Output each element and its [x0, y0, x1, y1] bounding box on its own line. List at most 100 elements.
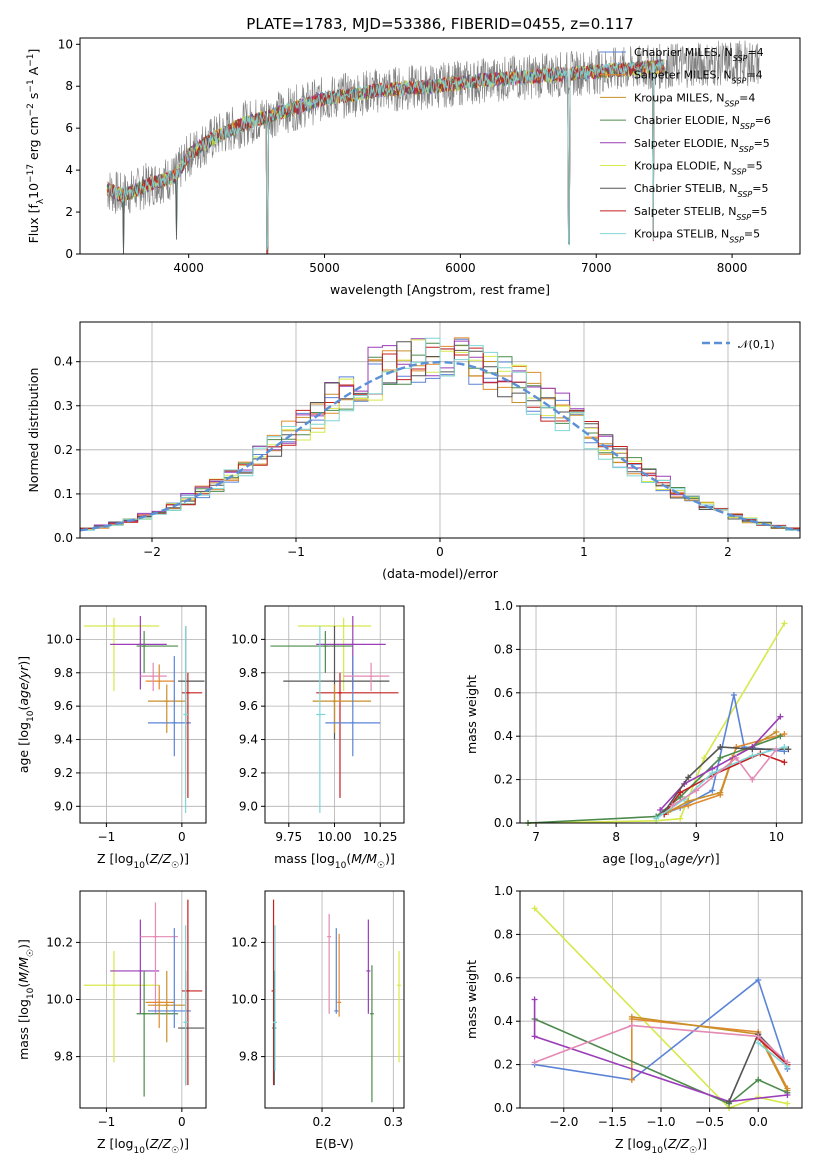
- label-part: −1: [26, 79, 36, 92]
- label-part: (: [665, 851, 670, 866]
- label-part: M/M: [351, 851, 377, 866]
- label-part: ☉: [171, 1146, 179, 1156]
- y-tick-label: 0.4: [494, 1014, 513, 1028]
- label-part: mass [log: [16, 999, 31, 1060]
- x-tick-label: 4000: [173, 261, 204, 275]
- axes-frame: [264, 890, 405, 1109]
- x-tick-label: 5000: [309, 261, 340, 275]
- label-part: 10: [26, 987, 36, 999]
- y-tick-label: 0.2: [54, 443, 73, 457]
- series-marker: [685, 774, 692, 781]
- legend-label-main: Salpeter MILES, N: [634, 69, 732, 82]
- legend-label-sub: SSP: [740, 122, 755, 131]
- label-part: mass weight: [464, 960, 479, 1039]
- series-marker: [685, 798, 692, 805]
- residuals-panel: −2 −1 0 1 2 0.0 0.1 0.2 0.3 0.4 𝒩(0,1) (data-model)…: [26, 321, 801, 581]
- ebv-mass-panel: 0.2 0.3 9.8 10.0 10.2 E(B-V): [231, 890, 405, 1151]
- label-part: )]: [16, 656, 31, 666]
- series-line-kroupa-elodie: [527, 622, 786, 824]
- legend-label-suffix: =6: [755, 114, 771, 127]
- series-marker: [628, 1076, 635, 1083]
- x-axis-label: E(B-V): [315, 1136, 354, 1151]
- label-part: )]: [16, 939, 31, 949]
- y-tick-label: 0.8: [494, 927, 513, 941]
- series-marker: [531, 905, 538, 912]
- label-part: (: [663, 1136, 668, 1151]
- y-tick-label: 0.0: [54, 531, 73, 545]
- y-axis-label: age [log10(age/yr)]: [16, 656, 36, 773]
- y-tick-label: 6: [65, 121, 73, 135]
- series-marker: [531, 1033, 538, 1040]
- x-tick-label: 0: [178, 830, 186, 844]
- legend-label: Salpeter STELIB, NSSP=5: [634, 205, 767, 222]
- x-tick-label: −1: [98, 830, 116, 844]
- series-marker: [531, 996, 538, 1003]
- series-marker: [749, 752, 756, 759]
- x-axis-label: mass [log10(M/M☉)]: [274, 851, 395, 871]
- label-part: age/yr: [670, 851, 711, 866]
- y-tick-label: 0.4: [54, 355, 73, 369]
- legend-label-sub: SSP: [724, 99, 739, 108]
- x-tick-label: 9: [692, 830, 700, 844]
- label-part: ☉: [377, 861, 385, 871]
- label-part: −2: [26, 103, 36, 116]
- series-marker: [717, 744, 724, 751]
- y-tick-label: 1.0: [494, 599, 513, 613]
- series-marker: [781, 759, 788, 766]
- x-tick-label: 1: [580, 545, 588, 559]
- axes-frame: [264, 605, 405, 824]
- model-line-kroupa-stelib: [106, 59, 665, 251]
- legend-label-main: Chabrier ELODIE, N: [634, 114, 740, 127]
- series-marker: [755, 976, 762, 983]
- legend-label-main: Chabrier STELIB, N: [634, 182, 738, 195]
- x-tick-label: 10.25: [363, 830, 397, 844]
- page-title: PLATE=1783, MJD=53386, FIBERID=0455, z=0…: [246, 15, 633, 33]
- axes-frame: [79, 890, 207, 1109]
- x-tick-label: 0: [178, 1115, 186, 1129]
- legend-label-suffix: =4: [739, 91, 755, 104]
- x-axis-label: wavelength [Angstrom, rest frame]: [330, 282, 550, 297]
- series-marker: [709, 770, 716, 777]
- series-line-kroupa-stelib: [757, 1042, 788, 1068]
- x-tick-label: −1: [98, 1115, 116, 1129]
- y-tick-label: 9.2: [54, 766, 73, 780]
- label-part: age [log: [602, 851, 653, 866]
- series-marker: [733, 754, 740, 761]
- y-tick-label: 9.8: [239, 1050, 258, 1064]
- series-marker: [657, 806, 664, 813]
- legend-label-main: Chabrier MILES, N: [634, 46, 733, 59]
- y-tick-label: 8: [65, 79, 73, 93]
- series-marker: [784, 1059, 791, 1066]
- x-tick-label: −1.5: [598, 1115, 627, 1129]
- legend-label-sub: SSP: [738, 190, 753, 199]
- legend-label: Kroupa ELODIE, NSSP=5: [634, 160, 763, 177]
- y-tick-label: 0.4: [494, 729, 513, 743]
- label-part: −1: [26, 54, 36, 67]
- label-part: Z [log: [97, 1136, 133, 1151]
- y-tick-label: 0.6: [494, 971, 513, 985]
- label-part: mass weight: [464, 675, 479, 754]
- label-part: ☉: [171, 861, 179, 871]
- legend-label: Salpeter ELODIE, NSSP=5: [634, 137, 770, 154]
- x-axis-label: (data-model)/error: [382, 566, 499, 581]
- series-marker: [773, 728, 780, 735]
- legend-label: Chabrier ELODIE, NSSP=6: [634, 114, 771, 131]
- legend-label-suffix: =5: [752, 182, 768, 195]
- histogram-kroupa-stelib: [80, 337, 800, 531]
- label-part: 10: [133, 861, 145, 871]
- legend-label-sub: SSP: [736, 212, 751, 221]
- label-part: Z/Z: [149, 1136, 172, 1151]
- series-marker: [628, 1013, 635, 1020]
- series-marker: [730, 691, 737, 698]
- label-part: (data-model)/error: [382, 566, 499, 581]
- label-part: λ: [36, 198, 46, 204]
- label-part: 10: [335, 861, 347, 871]
- series-marker: [785, 746, 792, 753]
- label-part: ☉: [689, 1146, 697, 1156]
- label-part: (: [16, 706, 31, 711]
- legend-label-suffix: =5: [744, 228, 760, 241]
- series-marker: [777, 713, 784, 720]
- y-axis-label: mass weight: [464, 675, 479, 754]
